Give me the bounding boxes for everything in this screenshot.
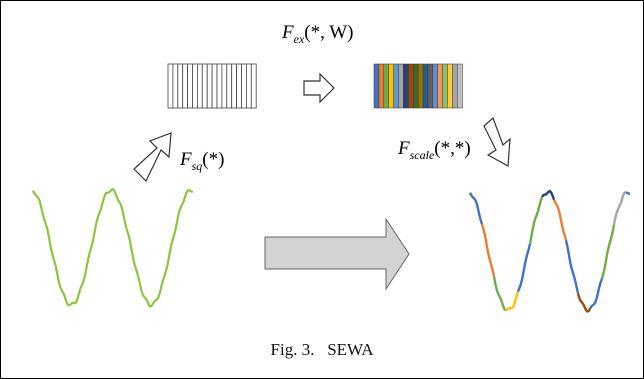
f-scale-label: Fscale(*,*) — [397, 138, 471, 162]
excited-vector-cell — [373, 63, 380, 109]
excited-vector — [373, 63, 463, 109]
squeeze-vector-cell — [236, 63, 242, 109]
squeeze-vector-cell — [241, 63, 247, 109]
excited-vector-cell — [437, 63, 444, 109]
f-sq-label: Fsq(*) — [179, 149, 224, 173]
input-signal — [32, 188, 194, 308]
squeeze-vector-cell — [216, 63, 223, 109]
weighted-signal-segment — [625, 191, 631, 195]
squeeze-vector-cell — [167, 63, 174, 109]
squeeze-vector — [167, 63, 257, 109]
excited-vector-cell — [412, 63, 419, 109]
excited-vector-cell — [452, 63, 458, 109]
excited-vector-cell — [403, 63, 409, 109]
squeeze-vector-cell — [182, 63, 188, 109]
squeeze-vector-cell — [245, 63, 252, 109]
weighted-signal-segment — [528, 196, 544, 245]
squeeze-vector-cell — [192, 63, 198, 109]
excited-vector-cell — [393, 63, 400, 109]
f-ex-label: Fex(*, W) — [281, 22, 354, 46]
weighted-signal-segment — [541, 189, 556, 201]
squeeze-vector-cell — [196, 63, 203, 109]
weighted-signal-segment — [576, 293, 592, 313]
weighted-signal-segment — [564, 239, 580, 294]
excited-vector-cell — [427, 63, 434, 109]
excited-vector-cell — [417, 63, 424, 109]
excited-vector-cell — [398, 63, 404, 109]
weighted-signal-segment — [552, 199, 568, 241]
squeeze-vector-cell — [231, 63, 237, 109]
weighted-signal-segment — [468, 192, 484, 225]
squeeze-vector-cell — [201, 63, 208, 109]
excited-vector-cell — [408, 63, 414, 109]
weighted-signal-segment — [505, 291, 520, 312]
caption-title: SEWA — [327, 340, 374, 359]
weighted-signal-segment — [516, 243, 532, 293]
scale-arrow-icon — [483, 116, 511, 167]
caption-fig-number: Fig. 3. — [270, 340, 315, 359]
excited-vector-cell — [378, 63, 385, 109]
excited-vector-cell — [388, 63, 395, 109]
weighted-output-signal — [468, 189, 631, 313]
excited-vector-cell — [457, 63, 463, 109]
figure-caption: Fig. 3. SEWA — [0, 340, 644, 360]
weighted-signal-segment — [480, 223, 496, 277]
excited-vector-cell — [447, 63, 453, 109]
squeeze-vector-cell — [226, 63, 233, 109]
excited-vector-cell — [383, 63, 390, 109]
squeeze-vector-cell — [187, 63, 193, 109]
squeeze-vector-cell — [250, 63, 257, 109]
weighted-signal-segment — [588, 278, 604, 310]
squeeze-vector-cell — [177, 63, 184, 109]
weighted-signal-segment — [600, 224, 616, 279]
excited-vector-cell — [432, 63, 439, 109]
main-flow-arrow-icon — [264, 217, 410, 291]
squeeze-vector-cell — [221, 63, 228, 109]
squeeze-arrow-icon — [133, 132, 172, 183]
excited-vector-cell — [442, 63, 449, 109]
squeeze-vector-cell — [172, 63, 179, 109]
squeeze-vector-cell — [211, 63, 218, 109]
weighted-signal-segment — [612, 191, 627, 226]
excitation-arrow-icon — [303, 72, 335, 104]
excited-vector-cell — [422, 63, 429, 109]
squeeze-vector-cell — [206, 63, 213, 109]
weighted-signal-segment — [492, 276, 507, 312]
